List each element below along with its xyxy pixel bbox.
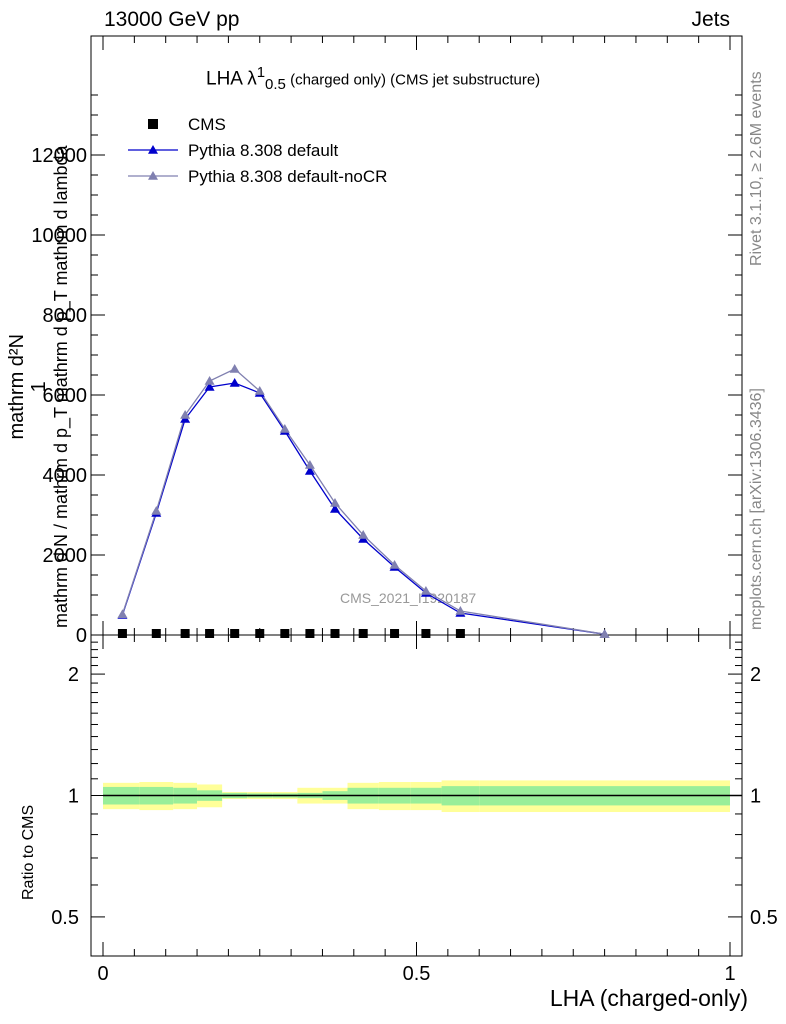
x-tick-label: 1 <box>724 963 735 985</box>
nocr-point <box>254 386 265 395</box>
cms-point <box>151 629 161 638</box>
legend-label: Pythia 8.308 default-noCR <box>188 167 387 186</box>
cms-point <box>280 629 290 638</box>
y-tick-label: 10000 <box>31 225 87 247</box>
ratio-tick-label-right: 0.5 <box>750 907 778 929</box>
default-point <box>229 378 240 387</box>
nocr-point <box>358 530 369 539</box>
nocr-point <box>117 609 128 618</box>
cms-point <box>330 629 340 638</box>
legend-label: CMS <box>188 115 226 134</box>
cms-point <box>255 629 265 638</box>
energy-label: 13000 GeV pp <box>104 8 240 31</box>
plot-title-sup: 1 <box>256 64 266 81</box>
plot-title-main: LHA λ <box>206 68 257 90</box>
nocr-point <box>151 506 162 515</box>
cms-point <box>421 629 431 638</box>
legend-label: Pythia 8.308 default <box>188 141 339 160</box>
default-point <box>304 466 315 475</box>
plot-title-rest: (charged only) (CMS jet substructure) <box>285 71 541 89</box>
cms-point <box>390 629 400 638</box>
series-line-default <box>121 382 605 635</box>
default-point <box>204 382 215 391</box>
cms-point <box>455 629 465 638</box>
ratio-tick-label: 2 <box>68 664 79 686</box>
legend-default-marker <box>148 145 158 154</box>
cms-point <box>205 629 215 638</box>
cms-point <box>180 629 190 638</box>
y-tick-label: 6000 <box>43 385 88 407</box>
nocr-point <box>304 460 315 469</box>
cms-point <box>230 629 240 638</box>
nocr-point <box>599 629 610 638</box>
y-tick-label: 8000 <box>43 305 88 327</box>
nocr-point <box>229 364 240 373</box>
x-axis-label: LHA (charged-only) <box>549 985 748 1011</box>
series-line-nocr <box>121 368 605 635</box>
plot-title: LHA λ10.5 (charged only) (CMS jet substr… <box>206 64 540 93</box>
plot-title-sub: 0.5 <box>265 76 286 94</box>
nocr-point <box>204 376 215 385</box>
y-tick-label: 0 <box>76 625 87 647</box>
legend-cms-marker <box>148 119 158 129</box>
ratio-tick-label-right: 2 <box>750 664 761 686</box>
cms-point <box>305 629 315 638</box>
nocr-point <box>180 410 191 419</box>
y-tick-label: 4000 <box>43 465 88 487</box>
nocr-point <box>279 424 290 433</box>
nocr-point <box>329 498 340 507</box>
nocr-point <box>389 560 400 569</box>
legend-nocr-marker <box>148 171 158 180</box>
default-point <box>329 504 340 513</box>
ratio-tick-label-right: 1 <box>750 786 761 808</box>
x-tick-label: 0.5 <box>403 963 431 985</box>
nocr-point <box>420 586 431 595</box>
cms-point <box>117 629 127 638</box>
y-tick-label: 12000 <box>31 145 87 167</box>
ratio-tick-label: 1 <box>68 786 79 808</box>
nocr-point <box>455 606 466 615</box>
y-tick-label: 2000 <box>43 545 88 567</box>
cms-point <box>358 629 368 638</box>
x-tick-label: 0 <box>97 963 108 985</box>
process-label: Jets <box>691 8 730 31</box>
ratio-tick-label: 0.5 <box>51 907 79 929</box>
